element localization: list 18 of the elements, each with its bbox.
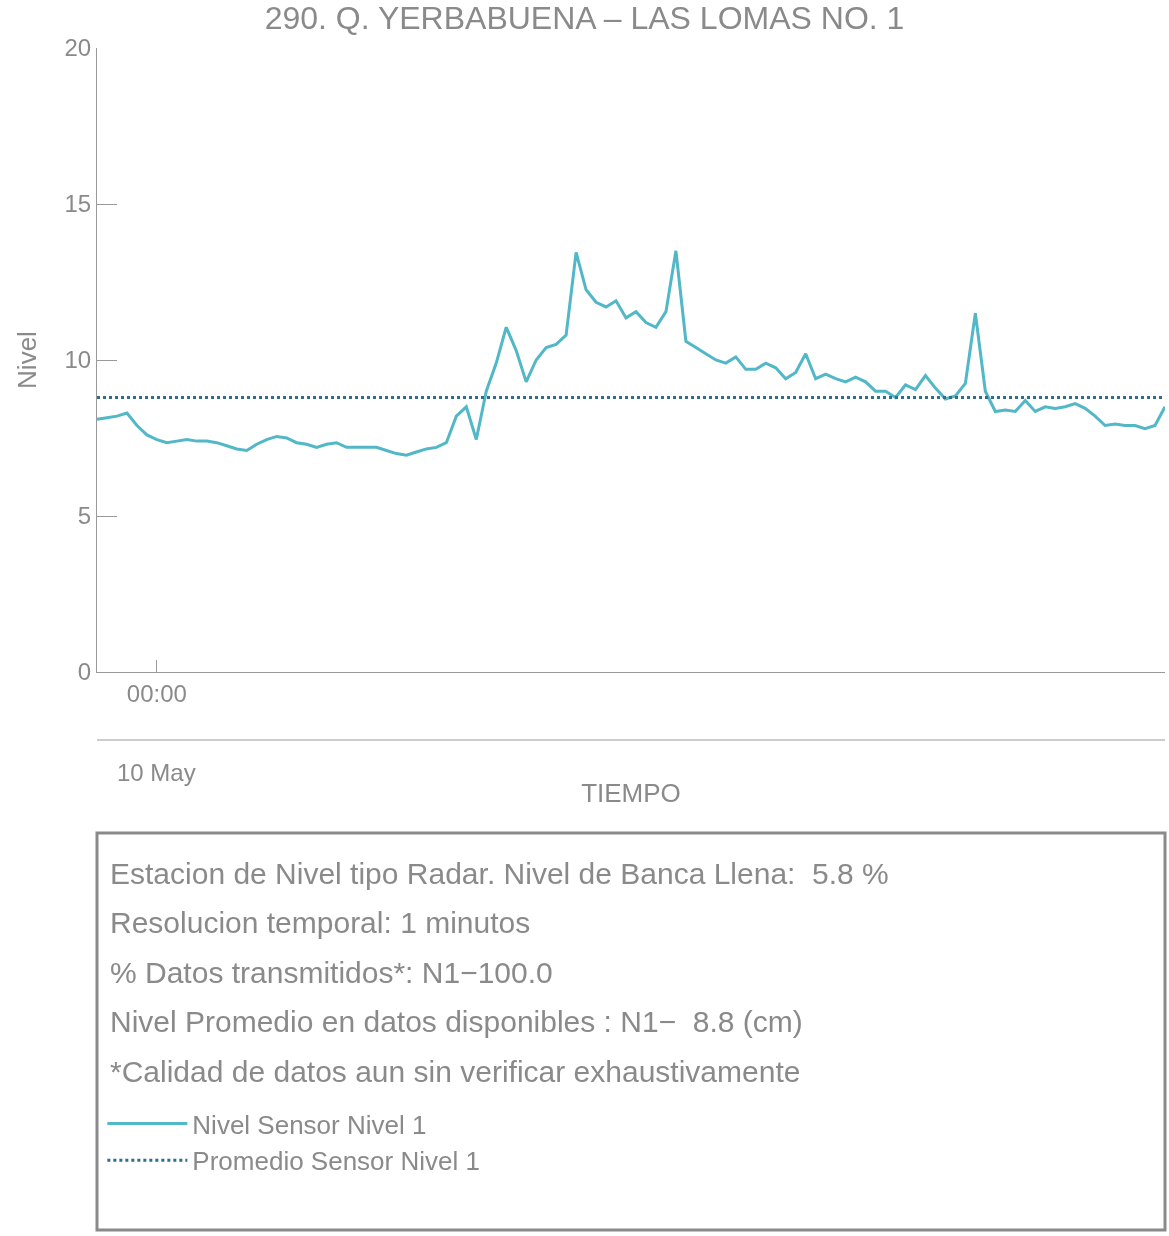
text: Nivel Promedio en datos disponibles : N1− 8.8 (cm)	[110, 1005, 803, 1038]
text: Resolucion temporal: 1 minutos	[110, 906, 531, 939]
chart-title: 290. Q. YERBABUENA – LAS LOMAS NO. 1	[264, 0, 905, 37]
text: 10 May	[117, 759, 196, 786]
legend-label: Promedio Sensor Nivel 1	[192, 1146, 480, 1177]
y-axis-title: Nivel	[11, 331, 42, 389]
y-tick-label: 10	[64, 346, 92, 374]
y-tick-label: 15	[64, 190, 92, 218]
text: Estacion de Nivel tipo Radar. Nivel de Banca Llena: 5.8 %	[110, 857, 889, 890]
y-tick-label: 5	[77, 502, 92, 530]
text: *Calidad de datos aun sin verificar exhaustivamente	[110, 1055, 801, 1088]
y-tick-label: 20	[64, 34, 92, 62]
x-axis-title: TIEMPO	[581, 778, 681, 809]
y-tick-label: 0	[77, 658, 92, 686]
text: % Datos transmitidos*: N1−100.0	[110, 956, 553, 989]
line-series	[97, 249, 1165, 457]
x-tick-label: 00:00	[126, 679, 187, 707]
legend-label: Nivel Sensor Nivel 1	[192, 1109, 427, 1140]
